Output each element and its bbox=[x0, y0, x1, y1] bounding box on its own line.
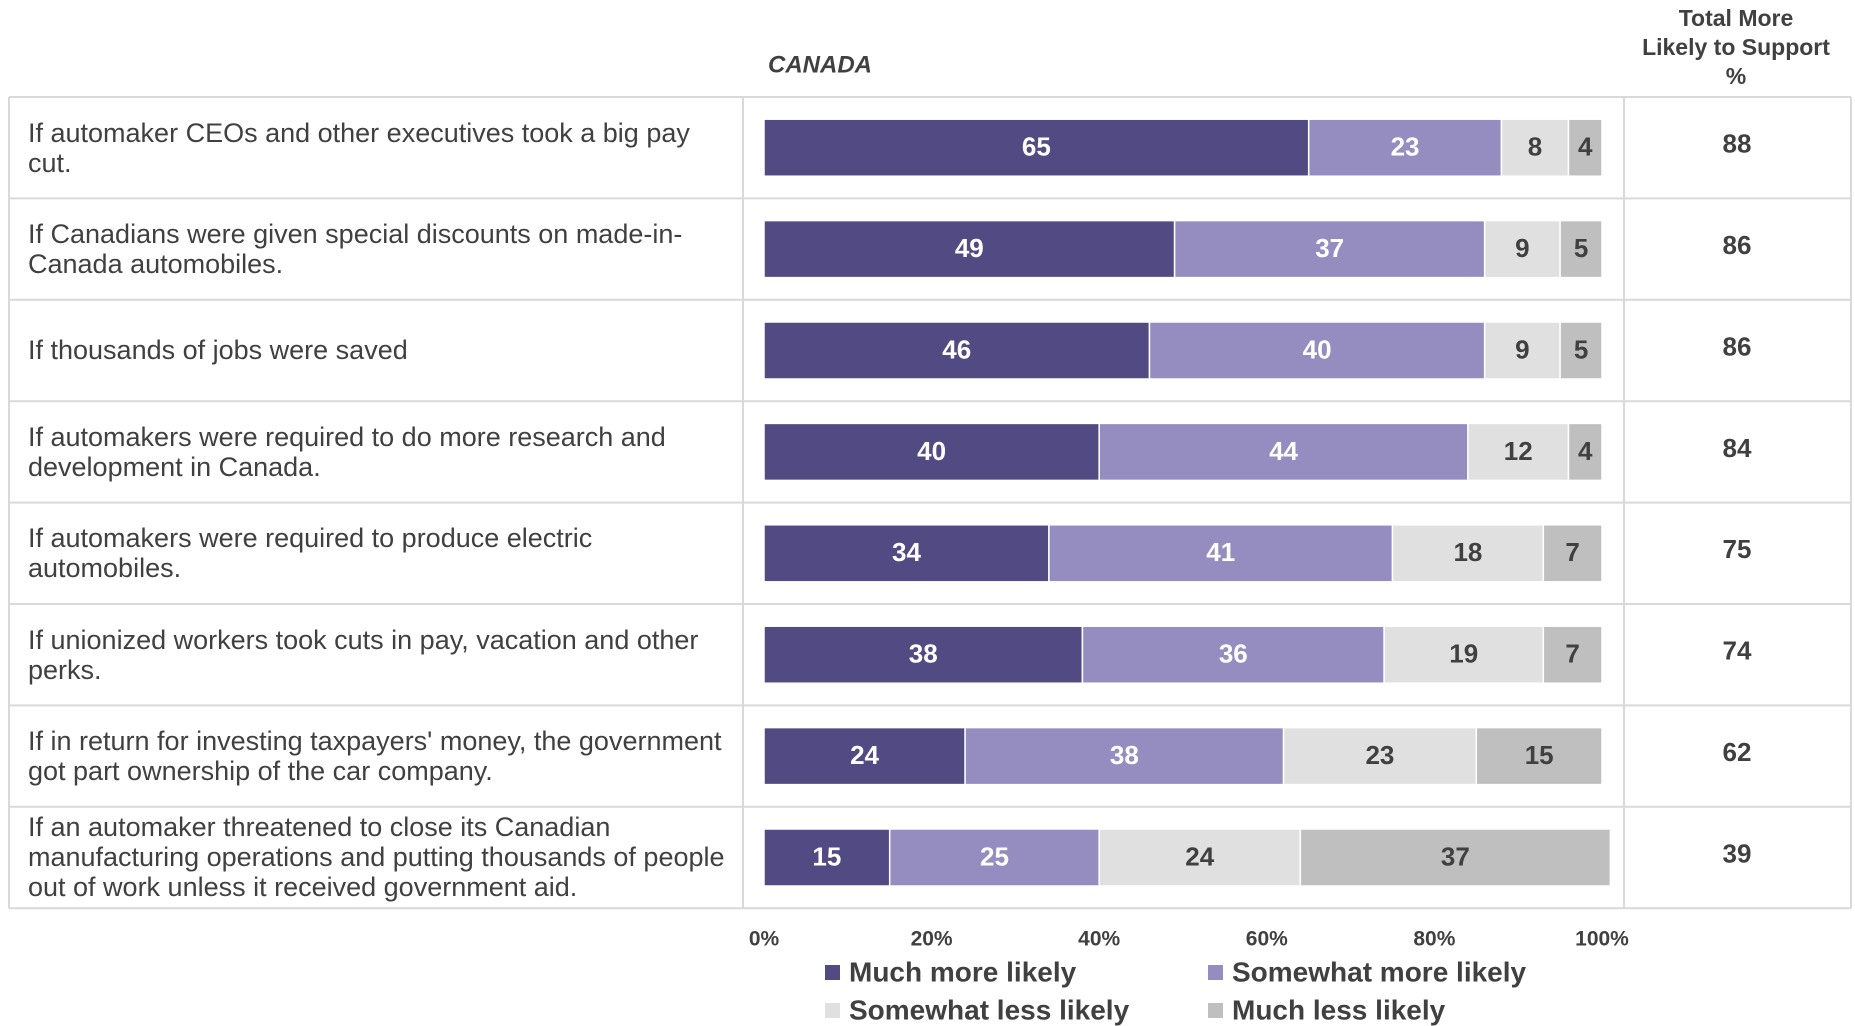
bar-segment bbox=[763, 219, 1176, 279]
value-label: 7 bbox=[1565, 639, 1579, 669]
value-label: 38 bbox=[1110, 740, 1139, 770]
bar-segment bbox=[1467, 422, 1570, 482]
value-label: 23 bbox=[1391, 132, 1420, 162]
row-label: If thousands of jobs were saved bbox=[28, 335, 408, 366]
value-label: 41 bbox=[1206, 537, 1235, 567]
bar-segment bbox=[1500, 118, 1570, 177]
value-label: 44 bbox=[1269, 436, 1298, 466]
total-value: 75 bbox=[1723, 534, 1752, 564]
legend-swatch bbox=[825, 1003, 840, 1018]
bar-segment bbox=[1383, 625, 1545, 684]
value-label: 24 bbox=[1185, 841, 1214, 871]
value-label: 19 bbox=[1449, 639, 1478, 669]
column-header: Total More bbox=[1679, 5, 1794, 31]
legend-label: Much less likely bbox=[1232, 994, 1446, 1025]
value-label: 36 bbox=[1219, 639, 1248, 669]
legend-label: Somewhat less likely bbox=[849, 994, 1130, 1025]
x-tick-label: 100% bbox=[1575, 928, 1629, 951]
legend-label: Somewhat more likely bbox=[1232, 956, 1527, 987]
bar-segment bbox=[1567, 118, 1603, 177]
value-label: 15 bbox=[812, 841, 841, 871]
value-label: 5 bbox=[1574, 233, 1588, 263]
row-label: If in return for investing taxpayers' mo… bbox=[28, 726, 722, 787]
row-label: If automakers were required to produce e… bbox=[28, 523, 593, 584]
value-label: 4 bbox=[1578, 436, 1593, 466]
value-label: 9 bbox=[1515, 233, 1529, 263]
bar-segment bbox=[763, 625, 1084, 684]
value-label: 25 bbox=[980, 841, 1009, 871]
x-tick-label: 80% bbox=[1413, 928, 1455, 951]
bar-segment bbox=[1567, 422, 1603, 482]
bar-segment bbox=[1391, 524, 1545, 583]
total-value: 39 bbox=[1723, 838, 1752, 868]
value-label: 5 bbox=[1574, 334, 1588, 364]
bar-segment bbox=[1307, 118, 1503, 177]
row-label: If automaker CEOs and other executives t… bbox=[28, 117, 690, 178]
value-label: 37 bbox=[1315, 233, 1344, 263]
row-label: If unionized workers took cuts in pay, v… bbox=[28, 624, 699, 685]
total-value: 84 bbox=[1723, 433, 1752, 463]
value-label: 18 bbox=[1453, 537, 1482, 567]
legend-swatch bbox=[1208, 965, 1223, 980]
bar-segment bbox=[1081, 625, 1385, 684]
bar-segment bbox=[1483, 219, 1561, 279]
value-label: 9 bbox=[1515, 334, 1529, 364]
value-label: 40 bbox=[917, 436, 946, 466]
row-label: If Canadians were given special discount… bbox=[28, 219, 683, 280]
bar-segment bbox=[763, 118, 1310, 177]
bar-segment bbox=[1483, 321, 1561, 380]
value-label: 15 bbox=[1525, 740, 1554, 770]
x-tick-label: 0% bbox=[749, 928, 780, 951]
value-label: 24 bbox=[850, 740, 879, 770]
bar-segment bbox=[1148, 321, 1486, 380]
bar-segment bbox=[888, 828, 1100, 887]
value-label: 23 bbox=[1365, 740, 1394, 770]
value-label: 37 bbox=[1441, 841, 1470, 871]
value-label: 34 bbox=[892, 537, 921, 567]
bar-segment bbox=[763, 828, 891, 887]
value-label: 12 bbox=[1504, 436, 1533, 466]
total-value: 74 bbox=[1723, 636, 1752, 666]
value-label: 65 bbox=[1022, 132, 1051, 162]
value-label: 49 bbox=[955, 233, 984, 263]
bar-segment bbox=[1048, 524, 1394, 583]
bar-segment bbox=[763, 422, 1100, 482]
bar-segment bbox=[1542, 625, 1603, 684]
value-label: 7 bbox=[1565, 537, 1579, 567]
value-label: 38 bbox=[909, 639, 938, 669]
value-label: 40 bbox=[1303, 334, 1332, 364]
x-tick-label: 60% bbox=[1246, 928, 1288, 951]
x-tick-label: 40% bbox=[1078, 928, 1120, 951]
total-value: 88 bbox=[1723, 129, 1752, 159]
legend-swatch bbox=[1208, 1003, 1223, 1018]
value-label: 46 bbox=[942, 334, 971, 364]
row-label: If an automaker threatened to close its … bbox=[28, 812, 725, 903]
total-value: 86 bbox=[1723, 230, 1752, 260]
x-tick-label: 20% bbox=[911, 928, 953, 951]
bar-segment bbox=[1299, 828, 1612, 887]
row-label: If automakers were required to do more r… bbox=[28, 421, 666, 482]
bar-segment bbox=[763, 321, 1151, 380]
bar-segment bbox=[1542, 524, 1603, 583]
bar-segment bbox=[1559, 219, 1603, 279]
value-label: 8 bbox=[1528, 132, 1542, 162]
bar-segment bbox=[1282, 726, 1478, 786]
bar-segment bbox=[763, 726, 966, 786]
value-label: 4 bbox=[1578, 132, 1593, 162]
legend-label: Much more likely bbox=[849, 956, 1077, 987]
total-value: 62 bbox=[1723, 737, 1752, 767]
legend-swatch bbox=[825, 965, 840, 980]
bar-segment bbox=[964, 726, 1285, 786]
bar-segment bbox=[1475, 726, 1603, 786]
bar-segment bbox=[1559, 321, 1603, 380]
chart-title: CANADA bbox=[768, 51, 872, 78]
total-value: 86 bbox=[1723, 331, 1752, 361]
column-header: Likely to Support bbox=[1642, 34, 1830, 60]
column-header: % bbox=[1726, 63, 1746, 89]
